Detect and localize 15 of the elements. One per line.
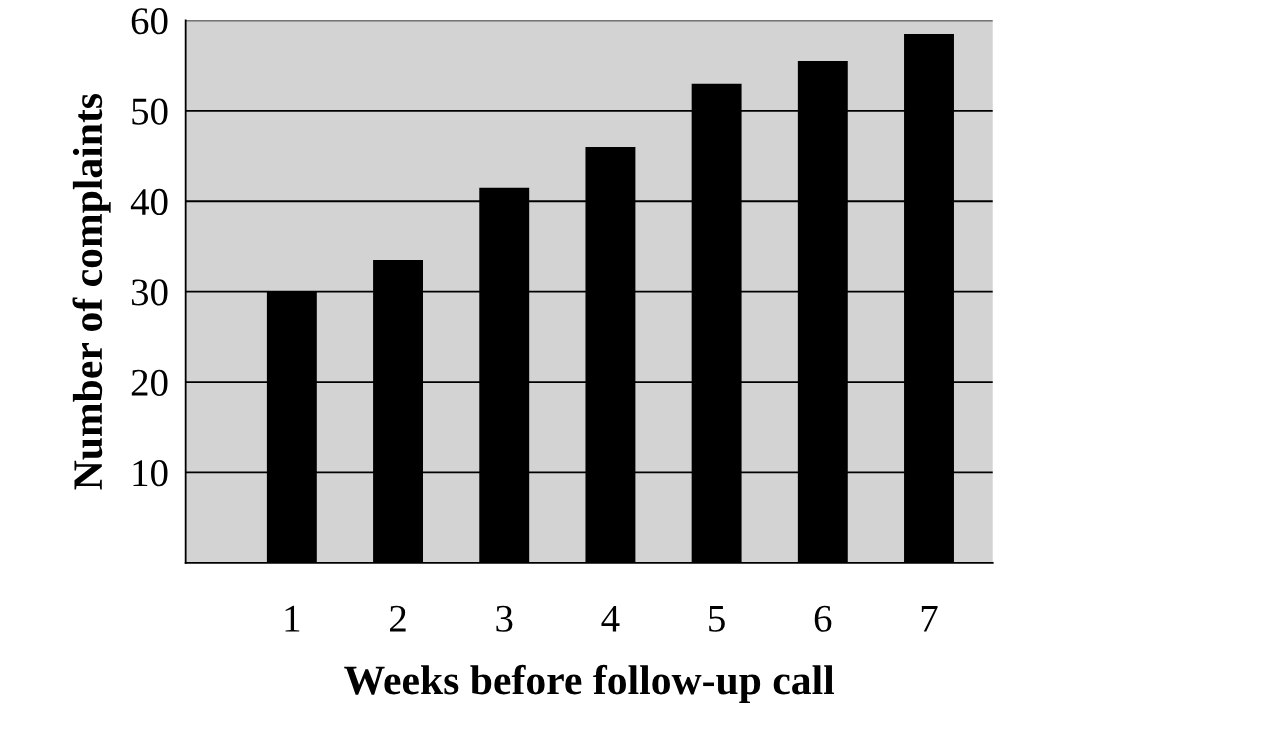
x-tick-label: 7 <box>921 606 938 632</box>
y-tick-label: 10 <box>133 460 168 487</box>
y-axis-title: Number of complaints <box>72 93 111 490</box>
y-tick-label: 60 <box>131 8 168 35</box>
y-tick-label: 20 <box>131 369 168 396</box>
x-axis-title: Weeks before follow-up call <box>344 664 835 703</box>
x-tick-label: 3 <box>496 605 513 632</box>
y-tick-label: 30 <box>131 279 168 306</box>
x-tick-label: 4 <box>601 605 620 632</box>
x-tick-label: 1 <box>285 605 300 632</box>
x-tick-label: 2 <box>390 605 406 632</box>
y-tick-label: 40 <box>130 188 168 216</box>
y-tick-label: 50 <box>132 98 168 125</box>
x-tick-label: 5 <box>709 606 725 632</box>
x-tick-label: 6 <box>814 605 832 632</box>
